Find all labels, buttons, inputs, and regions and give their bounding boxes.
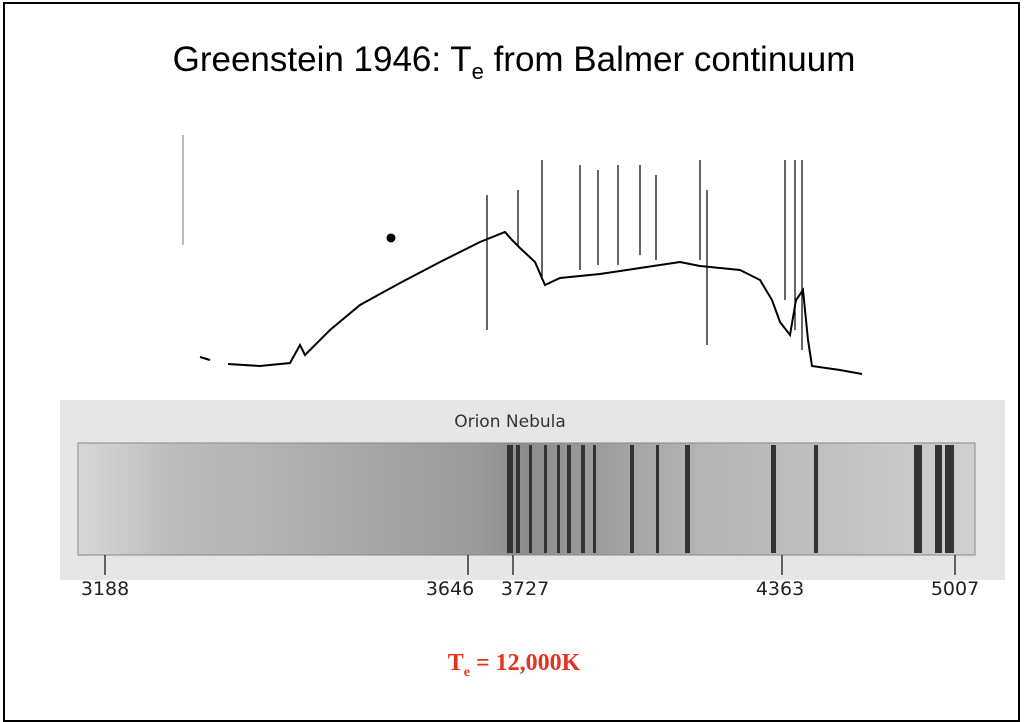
wavelength-label: 3188 bbox=[81, 578, 129, 600]
spectral-lines bbox=[507, 445, 954, 553]
tracing-curve bbox=[199, 230, 863, 375]
spectrum-label: Orion Nebula bbox=[454, 412, 566, 432]
wavelength-ticks bbox=[104, 555, 956, 575]
result-subscript: e bbox=[463, 664, 470, 680]
title-text: from Balmer continuum bbox=[483, 40, 856, 79]
title-text: Greenstein 1946: T bbox=[172, 40, 472, 79]
result: Te = 12,000K bbox=[0, 650, 1028, 681]
result-text: = 12,000K bbox=[469, 650, 581, 676]
title-subscript: e bbox=[471, 59, 484, 84]
wavelength-label: 5007 bbox=[931, 578, 979, 600]
result-text: T bbox=[447, 650, 464, 676]
tracing-dot bbox=[386, 233, 396, 243]
emission-lines bbox=[486, 160, 803, 350]
spectrum-strip bbox=[77, 442, 976, 556]
tracing bbox=[182, 135, 863, 375]
wavelength-label: 4363 bbox=[756, 578, 804, 600]
slide-title: Greenstein 1946: Te from Balmer continuu… bbox=[0, 40, 1028, 85]
wavelength-label: 3727 bbox=[501, 578, 549, 600]
wavelength-label: 3646 bbox=[426, 578, 474, 600]
